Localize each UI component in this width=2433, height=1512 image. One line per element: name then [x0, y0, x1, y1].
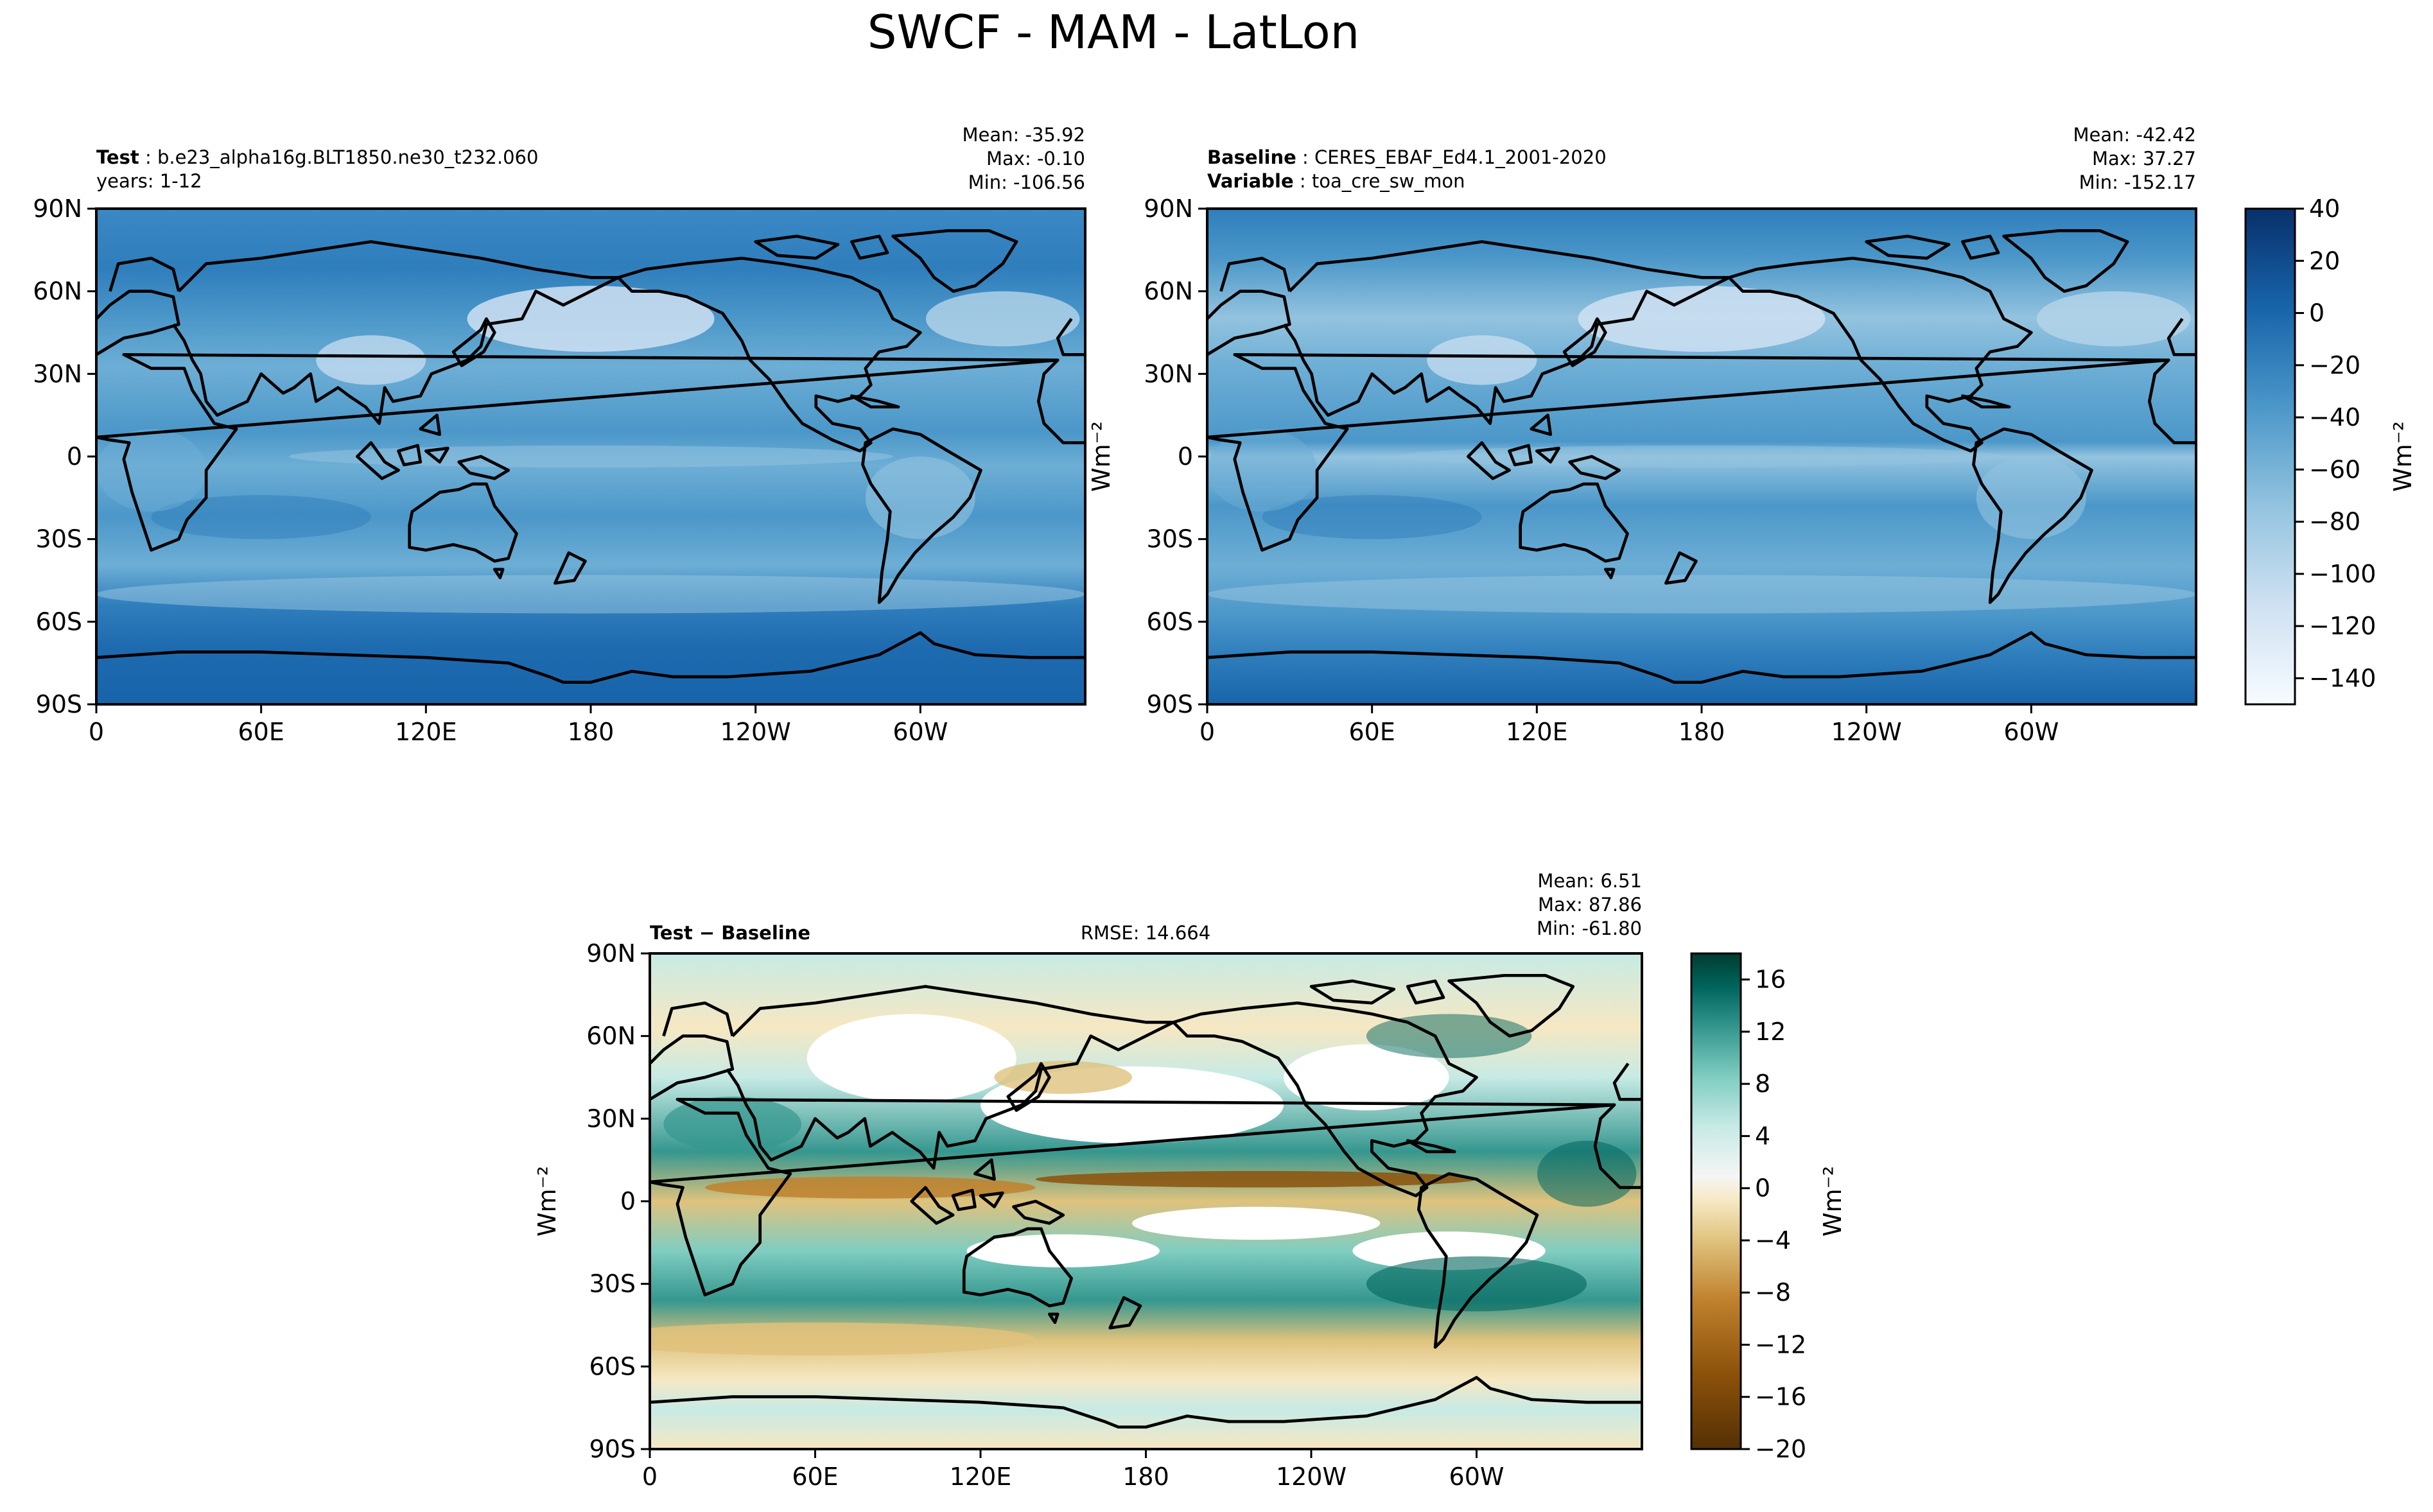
baseline-variable: Variable : toa_cre_sw_mon [1207, 170, 1465, 192]
ytick-label: 30S [36, 525, 82, 553]
xtick-label: 120E [395, 718, 457, 746]
xtick-label: 120W [720, 718, 791, 746]
colorbar-tick-label: 0 [1755, 1174, 1770, 1203]
baseline-max: Max: 37.27 [2092, 148, 2196, 169]
test-axes: 0 60E 120E 180 120W 60W 90N 60N 30N 0 30S 60S 90S [33, 195, 948, 746]
xtick-label: 60W [1449, 1463, 1504, 1491]
xtick-label: 180 [568, 718, 615, 746]
colorbar-tick-label: 12 [1755, 1018, 1786, 1046]
ytick-label: 0 [1178, 442, 1193, 471]
xtick-label: 120W [1831, 718, 1902, 746]
colorbar-tick-label: 40 [2309, 195, 2340, 223]
xtick-label: 60W [893, 718, 948, 746]
colorbar-tick-label: −120 [2309, 612, 2376, 640]
xtick-label: 0 [642, 1463, 658, 1491]
colorbar-tick-label: −20 [2309, 351, 2360, 379]
panel-test: Test : b.e23_alpha16g.BLT1850.ne30_t232.… [33, 124, 1086, 746]
ytick-label: 90N [586, 939, 636, 968]
diff-rmse: RMSE: 14.664 [1081, 922, 1210, 944]
test-max: Max: -0.10 [986, 148, 1085, 169]
ytick-label: 90N [33, 195, 82, 223]
colorbar-tick-label: −80 [2309, 508, 2360, 536]
ytick-label: 60S [36, 607, 82, 636]
colorbar-tick-label: −60 [2309, 455, 2360, 483]
ytick-label: 30S [589, 1270, 636, 1298]
diff-map-field [650, 953, 1642, 1449]
ytick-label: 90S [589, 1435, 636, 1463]
ytick-label: 90N [1144, 195, 1193, 223]
ytick-label: 0 [620, 1187, 636, 1215]
ytick-label: 30N [33, 360, 82, 388]
colorbar-tick-label: 16 [1755, 966, 1786, 994]
colorbar-tick-label: −100 [2309, 560, 2376, 588]
xtick-label: 180 [1679, 718, 1725, 746]
diff-mean: Mean: 6.51 [1537, 870, 1642, 892]
colorbar-tick-label: 20 [2309, 247, 2340, 275]
xtick-label: 60E [792, 1463, 838, 1491]
ytick-label: 60N [586, 1022, 636, 1050]
colorbar-tick-label: −16 [1755, 1383, 1806, 1411]
test-mean: Mean: -35.92 [963, 124, 1086, 146]
baseline-map-field [1207, 209, 2196, 704]
test-subtitle-label: Test : b.e23_alpha16g.BLT1850.ne30_t232.… [96, 146, 538, 168]
diff-colorbar [1690, 952, 1742, 1450]
colorbar-tick-label: −4 [1755, 1226, 1791, 1255]
ytick-label: 30N [1144, 360, 1193, 388]
test-years: years: 1-12 [96, 170, 202, 192]
xtick-label: 120W [1276, 1463, 1347, 1491]
ytick-label: 90S [36, 690, 82, 718]
diff-max: Max: 87.86 [1538, 894, 1642, 916]
xtick-label: 60E [1348, 718, 1395, 746]
ytick-label: 30S [1147, 525, 1193, 553]
xtick-label: 180 [1122, 1463, 1169, 1491]
ytick-label: 60N [1144, 277, 1193, 306]
xtick-label: 0 [1199, 718, 1215, 746]
colorbar-tick-label: 8 [1755, 1070, 1770, 1098]
baseline-colorbar [2244, 207, 2296, 706]
ytick-label: 30N [586, 1104, 636, 1133]
ytick-label: 60S [1147, 607, 1193, 636]
colorbar-tick-label: −40 [2309, 403, 2360, 431]
baseline-min: Min: -152.17 [2079, 171, 2196, 193]
diff-colorbar-label: Wm⁻² [1818, 1166, 1847, 1237]
panel-baseline: Baseline : CERES_EBAF_Ed4.1_2001-2020 Va… [1087, 124, 2417, 746]
ytick-label: 0 [67, 442, 82, 471]
baseline-ylabel: Wm⁻² [1087, 421, 1115, 492]
xtick-label: 60W [2003, 718, 2059, 746]
test-map-field [96, 209, 1085, 704]
ytick-label: 60S [589, 1352, 636, 1380]
colorbar-tick-label: 0 [2309, 299, 2324, 327]
baseline-colorbar-ticks: 40 20 0 −20 −40 −60 −80 −100 −120 −140 [2295, 195, 2376, 692]
diff-colorbar-ticks: 16 12 8 4 0 −4 −8 −12 −16 −20 [1741, 966, 1806, 1463]
baseline-axes: 0 60E 120E 180 120W 60W 90N 60N 30N 0 30S 60S 90S [1144, 195, 2059, 746]
diff-ylabel: Wm⁻² [533, 1166, 561, 1237]
xtick-label: 0 [89, 718, 104, 746]
xtick-label: 120E [950, 1463, 1012, 1491]
ytick-label: 60N [33, 277, 82, 306]
colorbar-tick-label: −8 [1755, 1278, 1791, 1307]
baseline-mean: Mean: -42.42 [2073, 124, 2197, 146]
colorbar-tick-label: −140 [2309, 664, 2376, 692]
baseline-colorbar-label: Wm⁻² [2389, 421, 2417, 492]
colorbar-tick-label: −12 [1755, 1330, 1806, 1359]
colorbar-tick-label: 4 [1755, 1122, 1770, 1150]
test-min: Min: -106.56 [968, 171, 1085, 193]
ytick-label: 90S [1147, 690, 1193, 718]
diff-min: Min: -61.80 [1537, 917, 1642, 939]
panel-diff: Test − Baseline RMSE: 14.664 Mean: 6.51 … [533, 870, 1847, 1491]
diff-subtitle-label: Test − Baseline [650, 922, 810, 944]
colorbar-tick-label: −20 [1755, 1435, 1806, 1463]
figure-title: SWCF - MAM - LatLon [868, 5, 1360, 59]
xtick-label: 60E [238, 718, 284, 746]
diff-axes: 0 60E 120E 180 120W 60W 90N 60N 30N 0 30S 60S 90S [586, 939, 1504, 1491]
baseline-subtitle-label: Baseline : CERES_EBAF_Ed4.1_2001-2020 [1207, 146, 1607, 168]
xtick-label: 120E [1506, 718, 1568, 746]
